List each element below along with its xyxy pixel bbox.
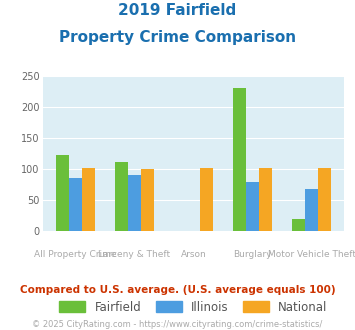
Bar	[56, 155, 69, 231]
Legend: Fairfield, Illinois, National: Fairfield, Illinois, National	[55, 296, 332, 318]
Bar	[141, 169, 154, 231]
Text: 2019 Fairfield: 2019 Fairfield	[118, 3, 237, 18]
Bar	[128, 175, 141, 231]
Text: © 2025 CityRating.com - https://www.cityrating.com/crime-statistics/: © 2025 CityRating.com - https://www.city…	[32, 320, 323, 329]
Bar	[259, 168, 272, 231]
Bar	[82, 168, 95, 231]
Text: Motor Vehicle Theft: Motor Vehicle Theft	[268, 250, 355, 259]
Text: Burglary: Burglary	[233, 250, 272, 259]
Bar	[246, 182, 259, 231]
Text: Larceny & Theft: Larceny & Theft	[98, 250, 170, 259]
Bar	[115, 161, 128, 231]
Text: Property Crime Comparison: Property Crime Comparison	[59, 30, 296, 45]
Bar	[292, 219, 305, 231]
Bar	[305, 189, 318, 231]
Text: Arson: Arson	[181, 250, 206, 259]
Text: Compared to U.S. average. (U.S. average equals 100): Compared to U.S. average. (U.S. average …	[20, 285, 335, 295]
Bar	[200, 168, 213, 231]
Text: All Property Crime: All Property Crime	[34, 250, 116, 259]
Bar	[318, 168, 331, 231]
Bar	[233, 88, 246, 231]
Bar	[69, 178, 82, 231]
